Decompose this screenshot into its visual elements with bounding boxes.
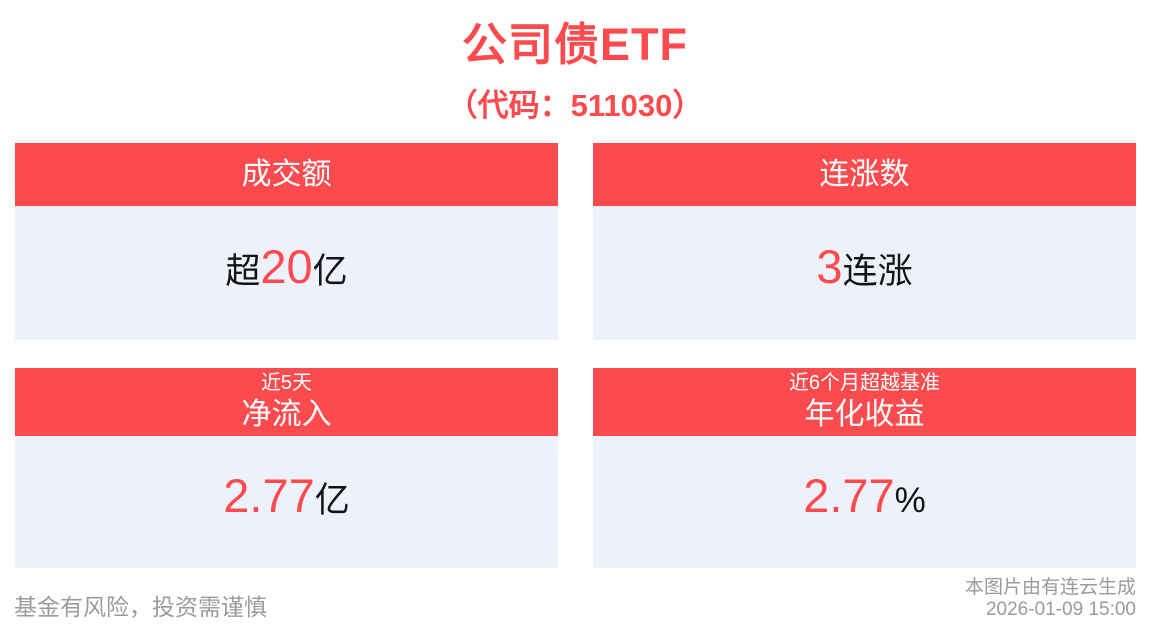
metric-card-annualized-return-value: 2.77% [593, 436, 1136, 568]
card-header-label: 年化收益 [804, 398, 925, 431]
card-header-small-label: 近6个月超越基准 [788, 372, 941, 394]
value-suffix: 亿 [312, 252, 348, 291]
value-suffix: 亿 [314, 481, 350, 520]
risk-disclaimer: 基金有风险，投资需谨慎 [14, 594, 267, 620]
value-highlight: 3 [816, 240, 843, 293]
metric-card-net-inflow: 近5天 净流入 2.77亿 [15, 368, 558, 568]
page-title: 公司债ETF [462, 19, 688, 70]
metric-card-turnover-value: 超20亿 [15, 206, 558, 340]
card-header-small-label: 近5天 [260, 372, 313, 394]
metric-card-annualized-return-header: 近6个月超越基准 年化收益 [593, 368, 1136, 436]
page-subtitle: （代码：511030） [446, 88, 704, 123]
metric-card-net-inflow-value: 2.77亿 [15, 436, 558, 568]
metric-card-turnover-header: 成交额 [15, 143, 558, 206]
value-highlight: 2.77 [803, 469, 895, 522]
card-header-label: 成交额 [241, 157, 332, 191]
value-highlight: 2.77 [223, 469, 315, 522]
metric-card-annualized-return: 近6个月超越基准 年化收益 2.77% [593, 368, 1136, 568]
metric-card-net-inflow-header: 近5天 净流入 [15, 368, 558, 436]
metric-grid: 成交额 超20亿 连涨数 3连涨 近5天 净流入 2.77亿 近6个月超越基准 … [15, 143, 1136, 568]
metric-card-streak-header: 连涨数 [593, 143, 1136, 206]
metric-card-turnover: 成交额 超20亿 [15, 143, 558, 340]
timestamp: 2026-01-09 15:00 [985, 599, 1136, 620]
image-credit: 本图片由有连云生成 2026-01-09 15:00 [965, 577, 1136, 621]
value-prefix: 超 [225, 252, 261, 291]
metric-card-streak-value: 3连涨 [593, 206, 1136, 340]
card-header-label: 连涨数 [819, 157, 910, 191]
credit-line: 本图片由有连云生成 [964, 577, 1136, 598]
value-suffix: % [894, 481, 926, 520]
card-header-label: 净流入 [241, 398, 332, 431]
value-suffix: 连涨 [842, 252, 913, 291]
value-highlight: 20 [260, 240, 313, 293]
metric-card-streak: 连涨数 3连涨 [593, 143, 1136, 340]
